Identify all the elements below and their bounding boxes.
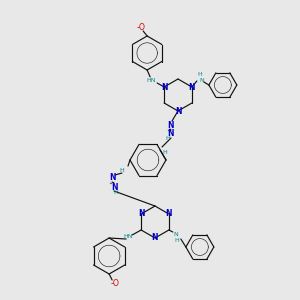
Text: HN: HN [146,79,156,83]
Text: -O: -O [111,280,120,289]
Text: H: H [166,136,170,142]
Text: N: N [200,77,204,83]
Text: N: N [175,106,181,116]
Text: H: H [197,73,202,77]
Text: H: H [175,238,179,244]
Text: N: N [166,209,172,218]
Text: N: N [152,233,158,242]
Text: N: N [109,173,115,182]
Text: N: N [168,130,174,139]
Text: N: N [189,82,195,91]
Text: N: N [161,82,167,91]
Text: N: N [138,209,144,218]
Text: N: N [167,121,173,130]
Text: H: H [114,190,118,196]
Text: N: N [111,182,117,191]
Text: HN: HN [123,233,133,238]
Text: H: H [120,167,124,172]
Text: -O: -O [137,23,146,32]
Text: N: N [173,232,178,236]
Text: H: H [163,149,167,154]
